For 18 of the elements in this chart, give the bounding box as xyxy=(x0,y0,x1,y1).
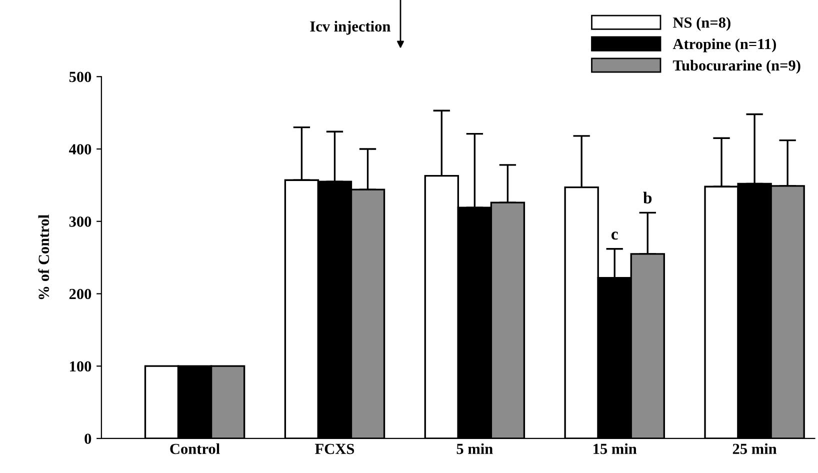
y-tick-label: 0 xyxy=(84,434,92,444)
legend-label: Tubocurarine (n=9) xyxy=(672,60,800,74)
x-tick-label: 25 min xyxy=(732,443,777,454)
x-tick-label: FCXS xyxy=(315,444,354,454)
legend-label: NS (n=8) xyxy=(673,17,730,31)
annotation: c xyxy=(611,232,618,240)
y-tick-label: 500 xyxy=(69,72,92,82)
text: Icv injection xyxy=(310,20,390,35)
y-tick-label: 300 xyxy=(69,216,92,227)
y-tick-label: 100 xyxy=(70,361,92,372)
y-tick-label: 400 xyxy=(69,144,92,154)
x-tick-label: 15 min xyxy=(594,443,637,454)
x-tick-label: 5 min xyxy=(456,443,493,454)
x-tick-label: Control xyxy=(170,443,220,454)
legend-label: Atropine (n=11) xyxy=(672,38,776,52)
annotation: b xyxy=(643,192,652,204)
y-tick-label: 200 xyxy=(69,288,92,300)
y-axis-title: % of Control xyxy=(38,214,50,300)
